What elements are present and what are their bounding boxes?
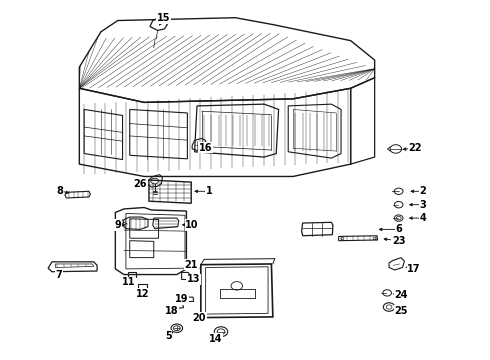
Text: 25: 25 [394,306,408,315]
Text: 4: 4 [419,213,426,223]
Text: 5: 5 [165,331,172,341]
Text: 6: 6 [395,224,402,234]
Text: 3: 3 [419,200,426,210]
Text: 20: 20 [193,312,206,323]
Text: 18: 18 [165,306,178,315]
Text: 24: 24 [394,290,408,300]
Text: 1: 1 [206,186,212,196]
Text: 21: 21 [184,260,198,270]
Text: 14: 14 [208,334,222,344]
Text: 8: 8 [57,186,64,195]
Text: 16: 16 [199,143,212,153]
Text: 15: 15 [157,13,170,23]
Text: 22: 22 [409,143,422,153]
Text: 26: 26 [134,179,147,189]
Text: 13: 13 [187,274,200,284]
Text: 9: 9 [114,220,121,230]
Text: 2: 2 [419,186,426,196]
Text: 7: 7 [55,270,62,280]
Text: 23: 23 [392,236,405,246]
Text: 12: 12 [136,289,149,298]
Text: 11: 11 [122,277,136,287]
Text: 19: 19 [175,294,188,304]
Text: 17: 17 [407,264,421,274]
Text: 10: 10 [185,220,199,230]
